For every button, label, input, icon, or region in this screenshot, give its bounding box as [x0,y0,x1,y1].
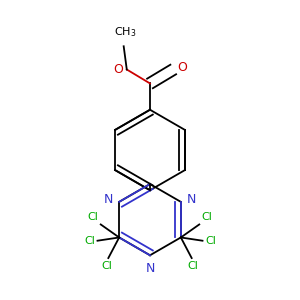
Text: N: N [145,262,155,275]
Text: CH$_3$: CH$_3$ [114,26,136,40]
Text: Cl: Cl [84,236,95,246]
Text: Cl: Cl [188,261,199,271]
Text: Cl: Cl [202,212,213,222]
Text: Cl: Cl [101,261,112,271]
Text: O: O [177,61,187,74]
Text: Cl: Cl [87,212,98,222]
Text: Cl: Cl [205,236,216,246]
Text: N: N [186,193,196,206]
Text: N: N [104,193,114,206]
Text: O: O [113,63,123,76]
